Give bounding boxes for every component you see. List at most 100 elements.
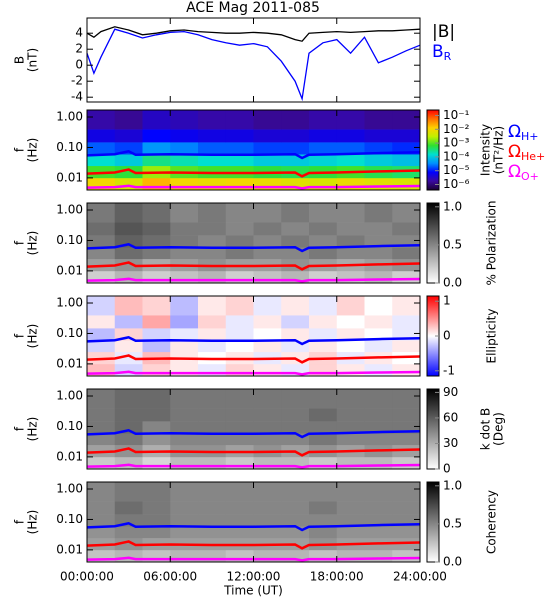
spectrogram-cell <box>87 433 116 446</box>
gyrofrequency-line <box>86 428 421 439</box>
legend-name: |B| <box>432 22 455 42</box>
spectrogram-cell <box>253 270 282 284</box>
spectrogram-cell <box>309 235 338 248</box>
x-tick-label: 12:00:00 <box>227 570 281 584</box>
y-axis-label: (Hz) <box>26 417 40 442</box>
y-tick-label: 0.10 <box>56 326 83 340</box>
spectrogram-cell <box>114 315 143 329</box>
spectrogram-cell <box>392 247 421 260</box>
spectrogram-cell <box>114 258 143 272</box>
spectrogram-cell <box>253 203 282 223</box>
spectrogram-cell <box>309 154 338 167</box>
y-tick-label: 0.10 <box>56 233 83 247</box>
spectrogram-cell <box>198 177 227 191</box>
spectrogram-cell <box>336 247 365 260</box>
spectrogram-cell <box>225 514 254 527</box>
spectrogram-cell <box>364 549 393 563</box>
colorbar-tick-label: 10⁻⁶ <box>443 177 470 191</box>
x-tick-label: 00:00:00 <box>60 570 114 584</box>
spectrogram-cell <box>225 203 254 223</box>
y-tick-label: 0.01 <box>56 170 83 184</box>
spectrogram-cell <box>253 421 282 434</box>
spectrogram-cell <box>336 526 365 539</box>
colorbar-tick-label: -1 <box>443 363 455 377</box>
spectrogram-cell <box>225 142 254 155</box>
spectrogram-cell <box>309 340 338 353</box>
spectrogram-cell <box>225 110 254 130</box>
spectrogram-cell <box>253 389 282 409</box>
spectrogram-cell <box>142 328 171 341</box>
legend-subscript: R <box>444 50 452 63</box>
spectrogram-cell <box>392 549 421 563</box>
spectrogram-cell <box>87 389 116 409</box>
spectrogram-cell <box>364 296 393 316</box>
spectrogram-cell <box>364 222 393 236</box>
spectrogram-cell <box>114 351 143 365</box>
spectrogram-cell <box>392 501 421 515</box>
spectrogram-cell <box>198 315 227 329</box>
spectrogram-cell <box>170 408 199 422</box>
spectrogram-cell <box>87 296 116 316</box>
spectrogram-cell <box>114 537 143 551</box>
spectrogram-cell <box>114 177 143 191</box>
colorbar-tick-label: 0 <box>443 329 451 343</box>
spectrogram-cell <box>281 340 310 353</box>
spectrogram-cell <box>336 482 365 502</box>
spectrogram-cell <box>142 222 171 236</box>
spectrogram-cell <box>392 296 421 316</box>
spectrogram-cell <box>114 129 143 143</box>
spectrogram-cell <box>198 421 227 434</box>
spectrogram-cell <box>225 408 254 422</box>
spectrogram-cell <box>142 526 171 539</box>
spectrogram-cell <box>170 154 199 167</box>
spectrogram-cell <box>364 142 393 155</box>
spectrogram-cell <box>253 328 282 341</box>
spectrogram-cell <box>142 408 171 422</box>
spectrogram-cell <box>336 235 365 248</box>
spectrogram-cell <box>87 142 116 155</box>
spectrogram-cell <box>336 110 365 130</box>
spectrogram-cell <box>309 456 338 470</box>
spectrogram-cell <box>198 456 227 470</box>
spectrogram-cell <box>364 270 393 284</box>
spectrogram-cell <box>198 549 227 563</box>
spectrogram-cell <box>253 129 282 143</box>
spectrogram-cell <box>336 363 365 377</box>
spectrogram-cell <box>309 514 338 527</box>
spectrogram-cell <box>198 222 227 236</box>
spectrogram-cell <box>114 444 143 458</box>
spectrogram-cell <box>336 549 365 563</box>
spectrogram-cell <box>364 328 393 341</box>
legend-entry: ΩHe+ <box>508 142 545 163</box>
spectrogram-cell <box>87 129 116 143</box>
y-tick-label: 1.00 <box>56 389 83 403</box>
spectrogram-cell <box>114 433 143 446</box>
y-tick-label: 1.00 <box>56 203 83 217</box>
spectrogram <box>87 482 421 563</box>
spectrogram-cell <box>309 315 338 329</box>
spectrogram-cell <box>142 270 171 284</box>
spectrogram-cell <box>142 296 171 316</box>
y-axis-label: f <box>13 147 27 152</box>
spectrogram-cell <box>253 296 282 316</box>
spectrogram-cell <box>198 247 227 260</box>
colorbar-tick-label: 0 <box>443 462 451 476</box>
spectrogram-cell <box>142 203 171 223</box>
spectrogram-cell <box>142 142 171 155</box>
spectrogram <box>87 389 421 470</box>
spectrogram-cell <box>253 110 282 130</box>
spectrogram-cell <box>392 177 421 191</box>
gyrofrequency-line <box>86 521 421 532</box>
colorbar <box>426 481 440 563</box>
spectrogram-cell <box>114 270 143 284</box>
colorbar-label: k dot B <box>479 408 493 450</box>
spectrogram-cell <box>309 526 338 539</box>
spectrogram-cell <box>253 501 282 515</box>
spectrogram-cell <box>281 203 310 223</box>
spectrogram-cell <box>364 235 393 248</box>
y-tick-label: 1.00 <box>56 110 83 124</box>
gyrofrequency-line <box>86 335 421 346</box>
spectrogram-cell <box>281 129 310 143</box>
spectrogram-cell <box>87 222 116 236</box>
spectrogram-cell <box>114 526 143 539</box>
